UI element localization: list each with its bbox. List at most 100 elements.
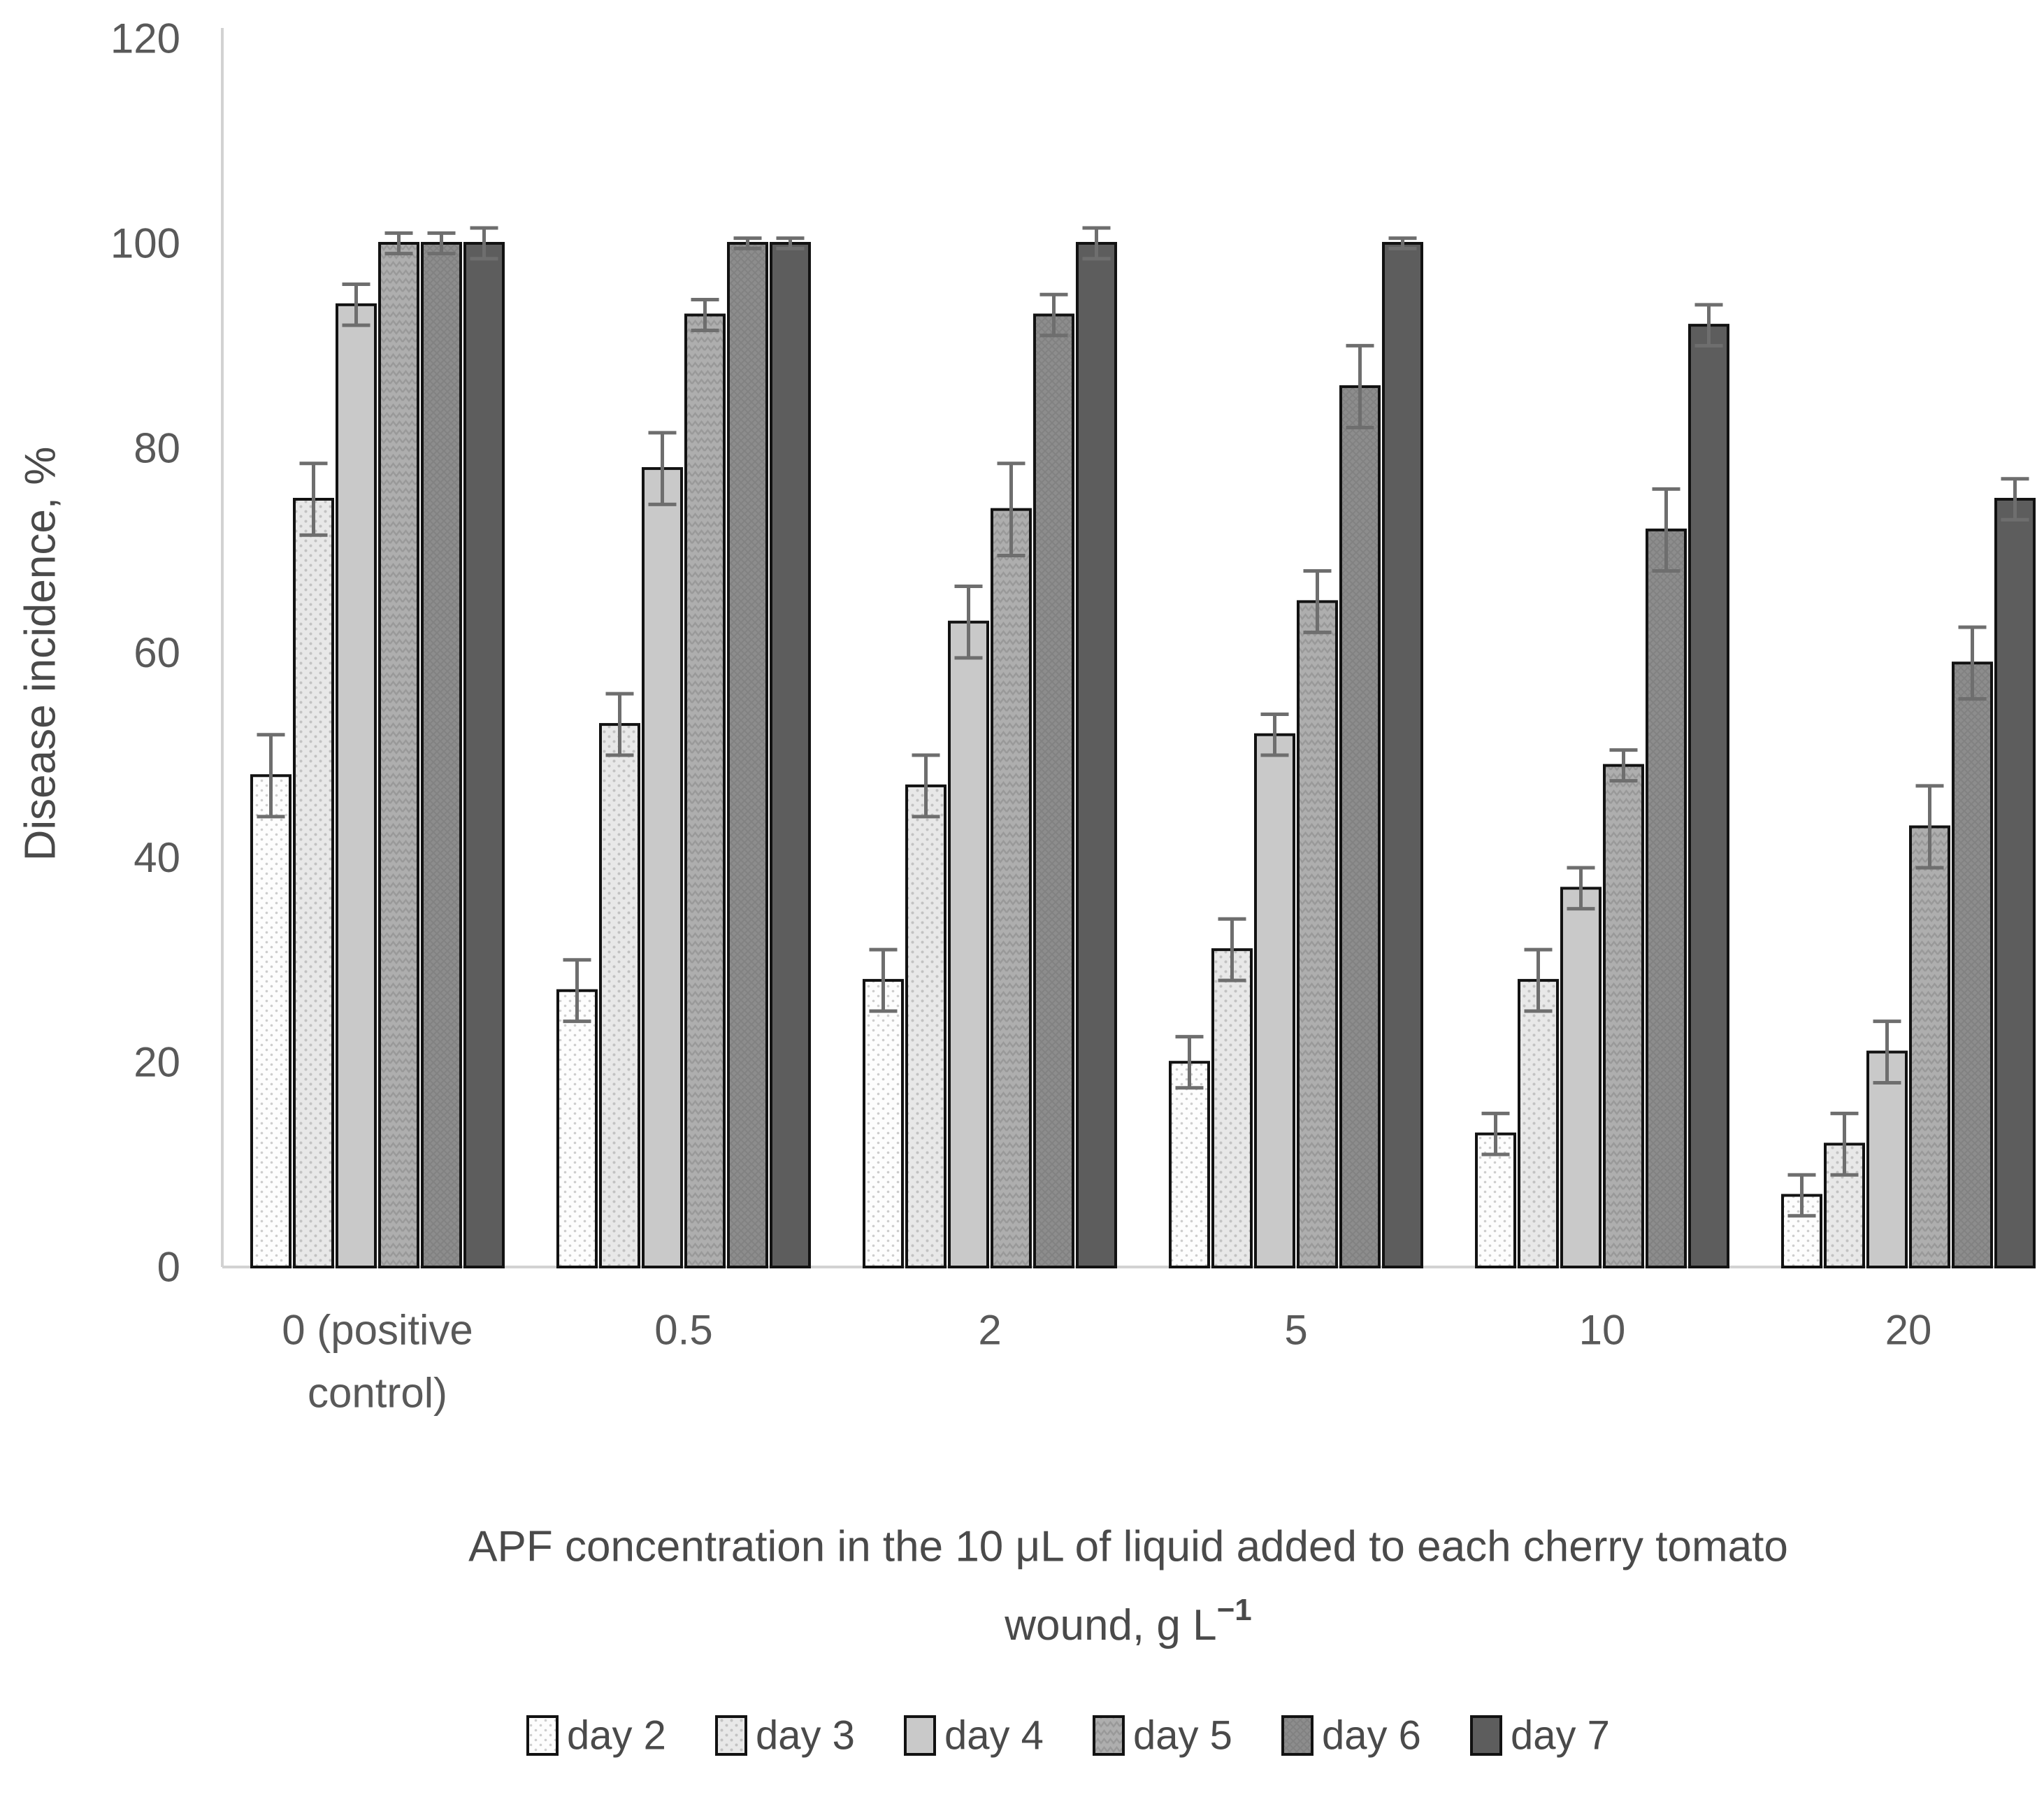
legend-swatch-day3 bbox=[715, 1715, 747, 1756]
legend-swatch-day2 bbox=[526, 1715, 559, 1756]
error-bar-day7-group2 bbox=[1082, 226, 1111, 261]
error-bar-day3-group0 bbox=[299, 461, 328, 537]
bar-day5-group0 bbox=[378, 242, 419, 1268]
error-bar-day6-group1 bbox=[733, 236, 762, 250]
x-tick-label: 5 bbox=[1284, 1307, 1307, 1354]
legend-label: day 4 bbox=[944, 1713, 1044, 1759]
bar-day5-group2 bbox=[991, 508, 1032, 1268]
y-tick-label: 60 bbox=[134, 629, 180, 676]
bar-day2-group1 bbox=[556, 989, 598, 1268]
x-tick-label: 2 bbox=[978, 1307, 1001, 1354]
bar-day2-group2 bbox=[863, 979, 904, 1268]
error-bar-day3-group2 bbox=[912, 753, 940, 819]
bar-day7-group5 bbox=[1994, 498, 2036, 1268]
error-bar-day4-group2 bbox=[954, 584, 983, 660]
bar-day7-group0 bbox=[463, 242, 505, 1268]
error-bar-day4-group0 bbox=[342, 282, 370, 327]
y-tick-label: 100 bbox=[110, 220, 180, 267]
legend-label: day 3 bbox=[756, 1713, 855, 1759]
bar-day2-group3 bbox=[1169, 1061, 1210, 1268]
y-tick-label: 0 bbox=[157, 1244, 180, 1291]
bar-day4-group0 bbox=[336, 303, 377, 1269]
error-bar-day2-group3 bbox=[1175, 1035, 1204, 1090]
bar-day3-group1 bbox=[599, 723, 640, 1268]
error-bar-day4-group3 bbox=[1260, 712, 1289, 757]
x-tick-label: 10 bbox=[1579, 1307, 1626, 1354]
legend-item-day2: day 2 bbox=[526, 1713, 666, 1759]
error-bar-day4-group1 bbox=[648, 431, 677, 506]
error-bar-day7-group5 bbox=[2001, 477, 2029, 522]
error-bar-day5-group1 bbox=[691, 298, 719, 332]
bar-day6-group1 bbox=[727, 242, 768, 1268]
error-bar-day4-group5 bbox=[1873, 1019, 1901, 1085]
error-bar-day2-group5 bbox=[1787, 1173, 1816, 1218]
legend-label: day 7 bbox=[1511, 1713, 1610, 1759]
legend-swatch-day5 bbox=[1093, 1715, 1125, 1756]
legend-swatch-day4 bbox=[904, 1715, 936, 1756]
error-bar-day3-group1 bbox=[605, 692, 634, 757]
error-bar-day7-group0 bbox=[470, 226, 498, 261]
bar-day3-group2 bbox=[905, 784, 947, 1269]
error-bar-day5-group3 bbox=[1303, 568, 1332, 634]
error-bar-day5-group2 bbox=[997, 461, 1025, 558]
legend-item-day5: day 5 bbox=[1093, 1713, 1232, 1759]
bar-day4-group1 bbox=[642, 467, 683, 1269]
bar-day3-group3 bbox=[1211, 948, 1253, 1269]
bar-day6-group4 bbox=[1646, 528, 1687, 1268]
legend-label: day 6 bbox=[1322, 1713, 1421, 1759]
error-bar-day5-group5 bbox=[1915, 784, 1944, 870]
legend-swatch-day7 bbox=[1470, 1715, 1502, 1756]
x-tick-label: 20 bbox=[1885, 1307, 1932, 1354]
y-tick-label: 120 bbox=[110, 15, 180, 62]
error-bar-day5-group4 bbox=[1609, 748, 1638, 783]
bar-day7-group3 bbox=[1382, 242, 1423, 1268]
error-bar-day3-group4 bbox=[1524, 947, 1553, 1013]
x-axis-title-line1: APF concentration in the 10 μL of liquid… bbox=[468, 1523, 1788, 1571]
error-bar-day3-group5 bbox=[1830, 1111, 1859, 1177]
error-bar-day7-group1 bbox=[776, 236, 805, 250]
y-tick-label: 40 bbox=[134, 834, 180, 881]
y-tick-label: 80 bbox=[134, 424, 180, 471]
bar-day7-group1 bbox=[770, 242, 811, 1268]
bar-day7-group4 bbox=[1688, 324, 1729, 1268]
x-axis-title-line2: wound, g L−1 bbox=[1004, 1593, 1252, 1649]
bar-day7-group2 bbox=[1076, 242, 1117, 1268]
error-bar-day6-group4 bbox=[1652, 487, 1680, 573]
x-tick-label: 0.5 bbox=[654, 1307, 712, 1354]
bar-day3-group4 bbox=[1518, 979, 1559, 1268]
bar-day4-group2 bbox=[948, 620, 989, 1268]
bar-day5-group3 bbox=[1297, 600, 1338, 1268]
bar-day6-group3 bbox=[1339, 385, 1381, 1269]
bar-day2-group0 bbox=[250, 774, 292, 1268]
error-bar-day6-group2 bbox=[1039, 292, 1068, 338]
bar-day3-group0 bbox=[293, 498, 334, 1268]
legend-item-day3: day 3 bbox=[715, 1713, 855, 1759]
bar-day4-group4 bbox=[1560, 887, 1602, 1268]
error-bar-day6-group0 bbox=[427, 231, 456, 256]
error-bar-day7-group4 bbox=[1694, 303, 1723, 348]
bar-day5-group4 bbox=[1603, 764, 1644, 1268]
y-tick-label: 20 bbox=[134, 1039, 180, 1086]
legend-item-day4: day 4 bbox=[904, 1713, 1044, 1759]
error-bar-day6-group3 bbox=[1346, 343, 1374, 430]
error-bar-day2-group0 bbox=[257, 733, 285, 819]
error-bar-day5-group0 bbox=[384, 231, 413, 256]
error-bar-day4-group4 bbox=[1567, 866, 1595, 911]
legend-label: day 5 bbox=[1133, 1713, 1232, 1759]
error-bar-day2-group2 bbox=[869, 947, 898, 1013]
x-tick-label: 0 (positive bbox=[282, 1307, 473, 1354]
x-tick-label: control) bbox=[308, 1370, 447, 1417]
bar-day5-group5 bbox=[1909, 825, 1950, 1268]
error-bar-day2-group4 bbox=[1481, 1111, 1510, 1157]
error-bar-day3-group3 bbox=[1218, 917, 1246, 982]
bar-day6-group0 bbox=[421, 242, 462, 1268]
y-axis-title: Disease incidence, % bbox=[17, 447, 65, 861]
legend-item-day7: day 7 bbox=[1470, 1713, 1610, 1759]
bar-day6-group2 bbox=[1033, 313, 1074, 1269]
legend-item-day6: day 6 bbox=[1281, 1713, 1421, 1759]
bar-day5-group1 bbox=[684, 313, 726, 1269]
bar-day4-group3 bbox=[1254, 733, 1295, 1268]
bar-day6-group5 bbox=[1952, 661, 1993, 1268]
